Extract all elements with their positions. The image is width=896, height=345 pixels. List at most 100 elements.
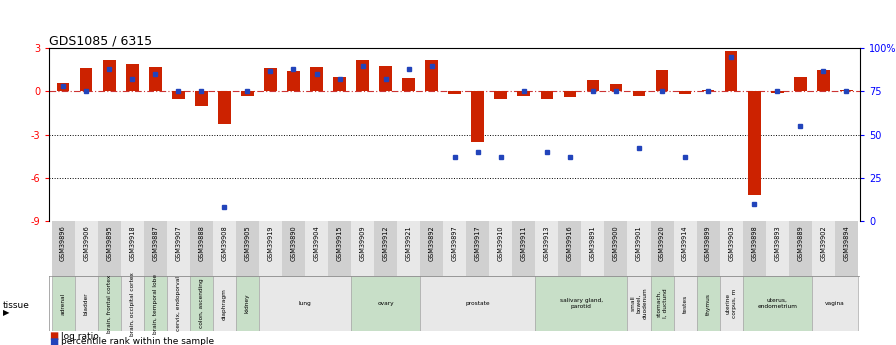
Bar — [794, 77, 806, 91]
Text: uterus,
endometrium: uterus, endometrium — [757, 298, 797, 309]
Text: GSM39914: GSM39914 — [682, 225, 688, 261]
Bar — [74, 276, 98, 331]
Text: GSM39910: GSM39910 — [498, 225, 504, 261]
Text: GSM39906: GSM39906 — [83, 225, 89, 261]
Text: GSM39893: GSM39893 — [774, 225, 780, 261]
Text: vagina: vagina — [825, 301, 845, 306]
Bar — [817, 70, 830, 91]
Bar — [535, 221, 558, 276]
Bar — [650, 276, 674, 331]
Text: GSM39890: GSM39890 — [290, 225, 297, 261]
Bar — [448, 91, 461, 94]
Bar — [121, 221, 143, 276]
Text: uterine
corpus, m: uterine corpus, m — [726, 289, 737, 318]
Text: GSM39919: GSM39919 — [267, 225, 273, 261]
Text: GSM39918: GSM39918 — [129, 225, 135, 261]
Text: GSM39921: GSM39921 — [406, 225, 411, 261]
Bar — [172, 91, 185, 99]
Text: ovary: ovary — [377, 301, 394, 306]
Bar — [52, 276, 74, 331]
Text: brain, occipital cortex: brain, occipital cortex — [130, 272, 134, 336]
Text: GSM39901: GSM39901 — [636, 225, 642, 261]
Text: GSM39887: GSM39887 — [152, 225, 159, 261]
Bar — [74, 221, 98, 276]
Bar — [771, 91, 784, 93]
Text: cervix, endoporval: cervix, endoporval — [176, 276, 181, 331]
Bar — [702, 90, 714, 91]
Text: GSM39892: GSM39892 — [428, 225, 435, 261]
Bar — [213, 221, 236, 276]
Bar — [236, 276, 259, 331]
Text: tissue: tissue — [3, 301, 30, 310]
Text: thymus: thymus — [706, 293, 711, 315]
Bar — [143, 276, 167, 331]
Text: GSM39908: GSM39908 — [221, 225, 228, 261]
Text: lung: lung — [298, 301, 311, 306]
Bar — [650, 221, 674, 276]
Text: GSM39904: GSM39904 — [314, 225, 320, 261]
Bar — [627, 221, 650, 276]
Bar — [282, 221, 305, 276]
Text: testes: testes — [683, 295, 687, 313]
Bar — [333, 77, 346, 91]
Bar — [444, 221, 466, 276]
Text: GSM39898: GSM39898 — [751, 225, 757, 261]
Text: prostate: prostate — [465, 301, 490, 306]
Text: log ratio: log ratio — [61, 332, 99, 341]
Text: GSM39903: GSM39903 — [728, 225, 734, 261]
Bar — [167, 276, 190, 331]
Bar — [696, 221, 719, 276]
Bar — [357, 60, 369, 91]
Bar — [466, 221, 489, 276]
Text: salivary gland,
parotid: salivary gland, parotid — [560, 298, 603, 309]
Text: kidney: kidney — [245, 294, 250, 313]
Bar — [674, 221, 696, 276]
Text: percentile rank within the sample: percentile rank within the sample — [61, 337, 214, 345]
Text: brain, frontal cortex: brain, frontal cortex — [107, 274, 112, 333]
Bar — [259, 221, 282, 276]
Text: GSM39909: GSM39909 — [359, 225, 366, 261]
Bar — [397, 221, 420, 276]
Bar — [518, 91, 530, 96]
Text: adrenal: adrenal — [61, 293, 65, 315]
Text: GDS1085 / 6315: GDS1085 / 6315 — [49, 34, 152, 47]
Text: GSM39915: GSM39915 — [337, 225, 342, 261]
Bar — [766, 221, 788, 276]
Bar — [788, 221, 812, 276]
Bar — [167, 221, 190, 276]
Bar — [98, 276, 121, 331]
Bar — [236, 221, 259, 276]
Text: ■: ■ — [49, 337, 58, 345]
Bar — [98, 221, 121, 276]
Bar — [420, 221, 444, 276]
Bar — [426, 60, 438, 91]
Text: GSM39912: GSM39912 — [383, 225, 389, 261]
Text: GSM39916: GSM39916 — [567, 225, 573, 261]
Bar — [489, 221, 513, 276]
Bar — [656, 70, 668, 91]
Bar — [52, 221, 74, 276]
Bar — [495, 91, 507, 99]
Bar — [213, 276, 236, 331]
Bar — [218, 91, 230, 125]
Bar — [743, 276, 812, 331]
Bar — [56, 83, 69, 91]
Text: GSM39895: GSM39895 — [106, 225, 112, 261]
Bar — [80, 68, 92, 91]
Bar — [633, 91, 645, 96]
Text: GSM39888: GSM39888 — [198, 225, 204, 261]
Bar — [840, 90, 853, 91]
Bar — [725, 51, 737, 91]
Bar — [513, 221, 535, 276]
Bar — [375, 221, 397, 276]
Bar — [241, 91, 254, 96]
Bar — [743, 221, 766, 276]
Text: GSM39905: GSM39905 — [245, 225, 250, 261]
Bar — [812, 276, 857, 331]
Text: GSM39907: GSM39907 — [176, 225, 181, 261]
Bar — [582, 221, 605, 276]
Bar — [125, 64, 139, 91]
Bar — [402, 79, 415, 91]
Bar — [305, 221, 328, 276]
Text: bladder: bladder — [83, 292, 89, 315]
